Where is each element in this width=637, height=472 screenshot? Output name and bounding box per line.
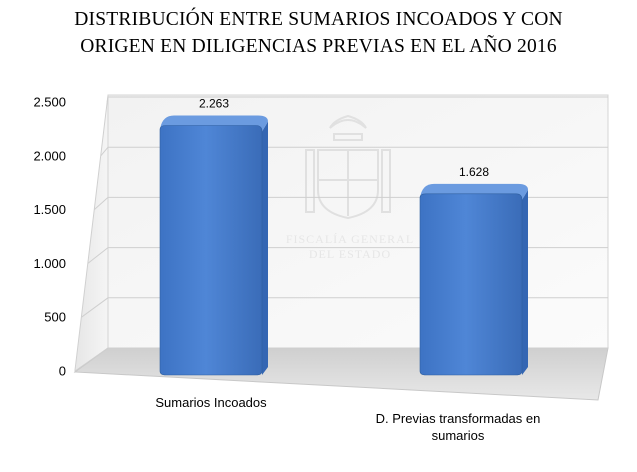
chart-title-line-1: DISTRIBUCIÓN ENTRE SUMARIOS INCOADOS Y C… bbox=[74, 9, 563, 30]
bars bbox=[159, 115, 528, 376]
bar-side bbox=[262, 121, 268, 376]
chart-title-line-2: ORIGEN EN DILIGENCIAS PREVIAS EN EL AÑO … bbox=[80, 36, 557, 57]
x-tick-label: sumarios bbox=[432, 428, 485, 443]
gridline bbox=[106, 96, 608, 103]
x-tick-label: D. Previas transformadas en bbox=[376, 411, 541, 426]
bar-front bbox=[419, 193, 523, 376]
y-tick-label: 500 bbox=[44, 310, 66, 325]
y-tick-label: 2.000 bbox=[33, 148, 66, 163]
bar bbox=[159, 115, 268, 376]
y-tick-label: 1.000 bbox=[33, 256, 66, 271]
x-axis: Sumarios Incoados D. Previas transformada… bbox=[155, 395, 540, 443]
bar-front bbox=[159, 125, 263, 376]
bar-side bbox=[522, 189, 528, 375]
gridline bbox=[100, 146, 608, 157]
watermark-line-2: DEL ESTADO bbox=[309, 247, 391, 261]
y-axis: 0 500 1.000 1.500 2.000 2.500 bbox=[33, 95, 66, 379]
bar bbox=[419, 183, 528, 376]
x-tick-label: Sumarios Incoados bbox=[155, 395, 267, 410]
data-label: 2.263 bbox=[199, 97, 229, 111]
y-tick-label: 0 bbox=[59, 364, 66, 379]
coat-of-arms-icon bbox=[305, 114, 391, 220]
y-tick-label: 1.500 bbox=[33, 202, 66, 217]
chart-title: DISTRIBUCIÓN ENTRE SUMARIOS INCOADOS Y C… bbox=[0, 6, 637, 60]
chart-floor bbox=[73, 347, 609, 401]
data-label: 1.628 bbox=[459, 165, 489, 179]
y-tick-label: 2.500 bbox=[33, 95, 66, 110]
data-labels: 2.263 1.628 bbox=[199, 97, 489, 179]
fiscalia-watermark: FISCALÍA GENERAL DEL ESTADO bbox=[286, 114, 414, 261]
watermark-line-1: FISCALÍA GENERAL bbox=[286, 232, 414, 246]
chart-left-wall bbox=[74, 94, 109, 373]
